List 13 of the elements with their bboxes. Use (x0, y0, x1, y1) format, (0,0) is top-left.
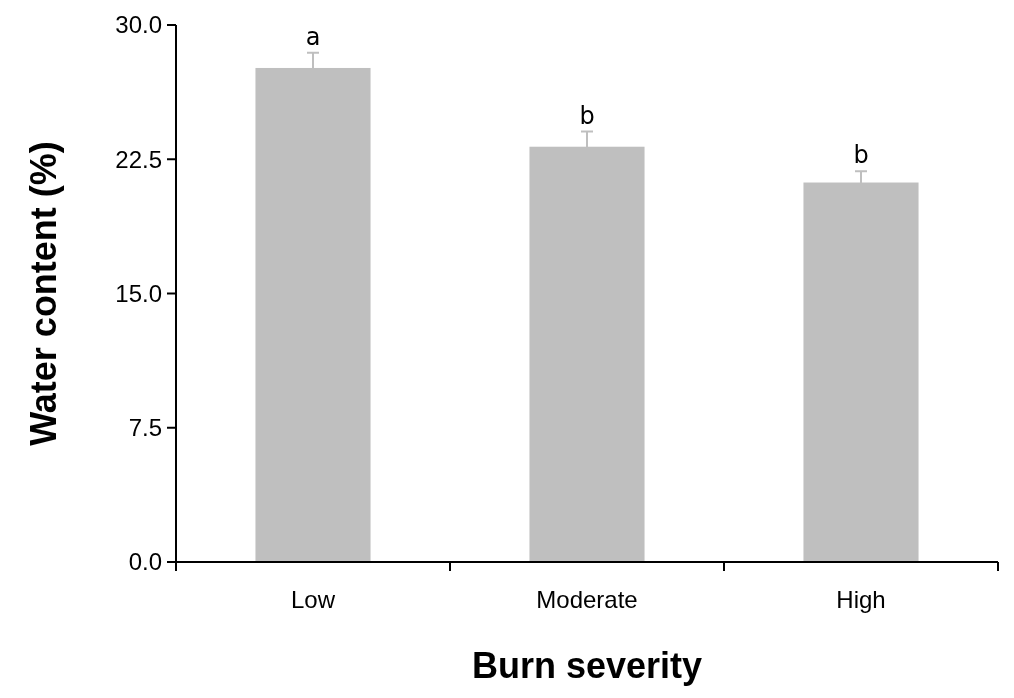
annotation: b (853, 141, 869, 170)
x-tick-label: High (836, 586, 886, 613)
y-tick-label: 0.0 (128, 548, 162, 576)
x-tick-label: Moderate (536, 586, 638, 613)
x-axis-title: Burn severity (471, 645, 703, 686)
annotation: a (305, 22, 321, 51)
annotation: b (579, 101, 595, 130)
y-tick-label: 7.5 (128, 414, 162, 442)
x-tick-label: Low (290, 586, 336, 613)
y-tick-label: 15.0 (115, 279, 162, 307)
y-tick-label: 22.5 (115, 145, 162, 173)
y-axis-title: Water content (%) (23, 141, 64, 446)
y-tick-label: 30.0 (115, 11, 162, 39)
